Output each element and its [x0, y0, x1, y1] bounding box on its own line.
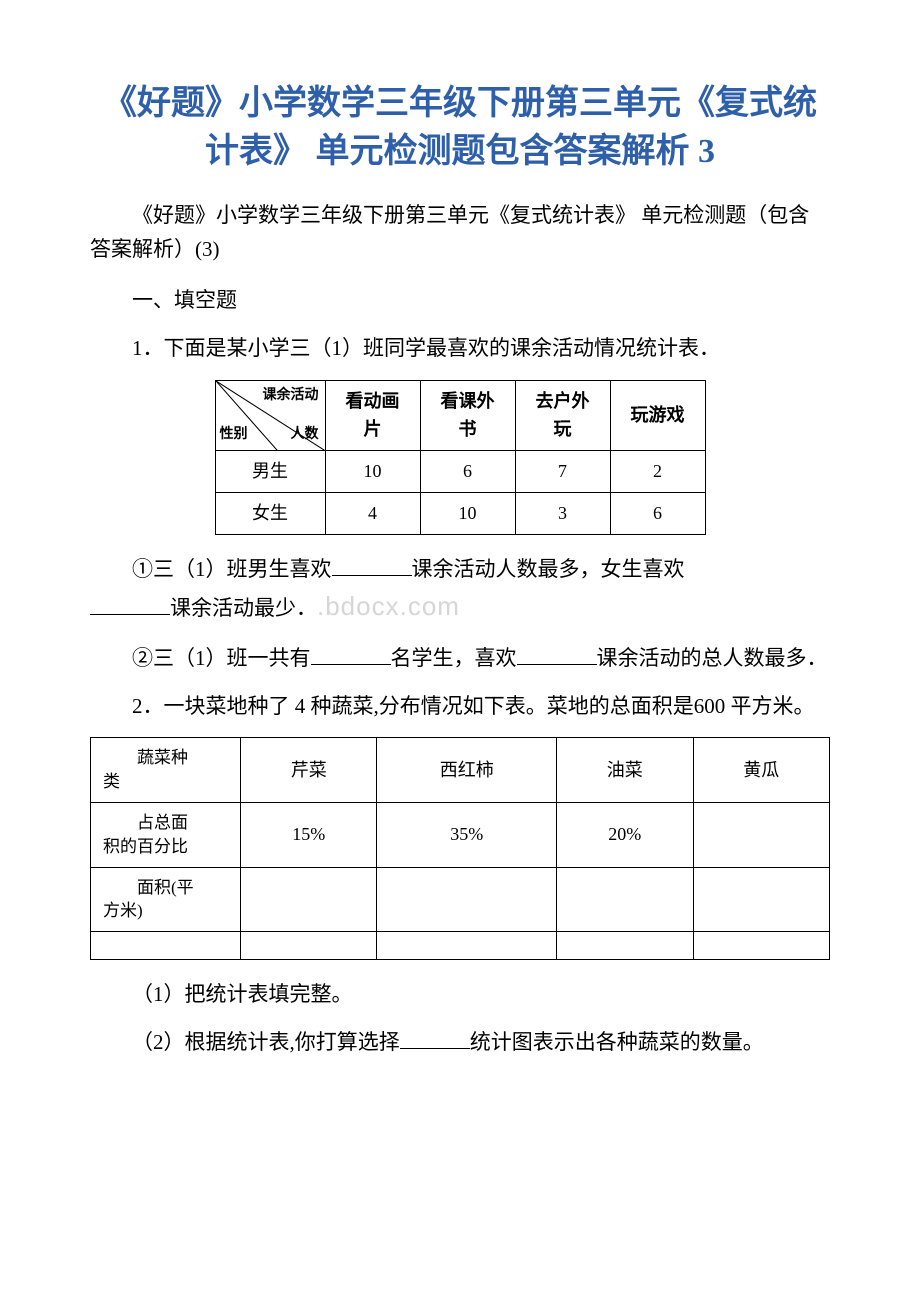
watermark-text: .bdocx.com: [317, 591, 460, 621]
fill-blank[interactable]: [332, 553, 412, 576]
cell-value: 3: [515, 492, 610, 534]
diag-label-top: 课余活动: [263, 385, 319, 407]
q2-sub2-text-after: 统计图表示出各种蔬菜的数量。: [470, 1030, 764, 1054]
row-header: 蔬菜种 类: [91, 738, 241, 803]
q1-sub1-text-before: ①三（1）班男生喜欢: [132, 557, 332, 581]
diag-label-bottom-left: 性别: [220, 424, 248, 446]
column-header: 西红柿: [377, 738, 557, 803]
empty-cell: [377, 932, 557, 960]
column-header: 油菜: [557, 738, 693, 803]
empty-cell: [693, 932, 830, 960]
cell-value: 20%: [557, 802, 693, 867]
table-row: 女生 4 10 3 6: [215, 492, 705, 534]
q1-sub1-text-after: 课余活动最少．: [170, 596, 317, 620]
column-header: 看课外书: [420, 380, 515, 451]
cell-value: 2: [610, 451, 705, 493]
q1-prompt: 1．下面是某小学三（1）班同学最喜欢的课余活动情况统计表．: [90, 332, 830, 366]
q1-sub1: ①三（1）班男生喜欢 课余活动人数最多，女生喜欢 课余活动最少．.bdocx.co…: [90, 553, 830, 628]
column-header: 玩游戏: [610, 380, 705, 451]
row-header-line2: 方米): [103, 901, 143, 920]
column-header: 去户外玩: [515, 380, 610, 451]
table-row: 课余活动 性别 人数 看动画片 看课外书 去户外玩 玩游戏: [215, 380, 705, 451]
cell-value: 10: [420, 492, 515, 534]
cell-value: 6: [610, 492, 705, 534]
q1-table-wrap: 课余活动 性别 人数 看动画片 看课外书 去户外玩 玩游戏 男生 10 6 7 …: [90, 380, 830, 535]
table-row: [91, 932, 830, 960]
row-label: 女生: [215, 492, 325, 534]
empty-cell: [557, 932, 693, 960]
row-header-line2: 积的百分比: [103, 837, 188, 856]
q1-table: 课余活动 性别 人数 看动画片 看课外书 去户外玩 玩游戏 男生 10 6 7 …: [215, 380, 706, 535]
cell-value: 35%: [377, 802, 557, 867]
row-header-line2: 类: [103, 772, 120, 791]
cell-value[interactable]: [377, 867, 557, 932]
table-row: 蔬菜种 类 芹菜 西红柿 油菜 黄瓜: [91, 738, 830, 803]
q2-sub2-text-before: （2）根据统计表,你打算选择: [132, 1030, 400, 1054]
q2-table: 蔬菜种 类 芹菜 西红柿 油菜 黄瓜 占总面 积的百分比 15% 35% 20%…: [90, 737, 830, 960]
empty-cell: [241, 932, 377, 960]
q2-prompt: 2．一块菜地种了 4 种蔬菜,分布情况如下表。菜地的总面积是600 平方米。: [90, 690, 830, 724]
cell-value[interactable]: [693, 802, 830, 867]
section-heading-1: 一、填空题: [90, 284, 830, 318]
row-header: 占总面 积的百分比: [91, 802, 241, 867]
row-header-line1: 蔬菜种: [103, 746, 230, 770]
diag-label-bottom-right: 人数: [291, 424, 319, 446]
cell-value: 15%: [241, 802, 377, 867]
column-header: 芹菜: [241, 738, 377, 803]
row-header-line1: 面积(平: [103, 876, 230, 900]
subtitle-text: 《好题》小学数学三年级下册第三单元《复式统计表》 单元检测题（包含答案解析）(3…: [90, 199, 830, 266]
row-label: 男生: [215, 451, 325, 493]
column-header: 看动画片: [325, 380, 420, 451]
q1-sub2-text-mid: 名学生，喜欢: [391, 646, 517, 670]
fill-blank[interactable]: [90, 592, 170, 615]
cell-value: 4: [325, 492, 420, 534]
q2-sub2: （2）根据统计表,你打算选择 统计图表示出各种蔬菜的数量。: [90, 1026, 830, 1060]
cell-value[interactable]: [557, 867, 693, 932]
q1-sub2-text-before: ②三（1）班一共有: [132, 646, 311, 670]
fill-blank[interactable]: [400, 1026, 470, 1049]
row-header: 面积(平 方米): [91, 867, 241, 932]
cell-value[interactable]: [693, 867, 830, 932]
table-row: 男生 10 6 7 2: [215, 451, 705, 493]
cell-value: 6: [420, 451, 515, 493]
diagonal-header-cell: 课余活动 性别 人数: [215, 380, 325, 451]
q1-sub2: ②三（1）班一共有 名学生，喜欢 课余活动的总人数最多．: [90, 642, 830, 676]
table-row: 面积(平 方米): [91, 867, 830, 932]
q1-sub2-text-after: 课余活动的总人数最多．: [597, 646, 828, 670]
q2-sub1: （1）把统计表填完整。: [90, 978, 830, 1012]
table-row: 占总面 积的百分比 15% 35% 20%: [91, 802, 830, 867]
page-title: 《好题》小学数学三年级下册第三单元《复式统计表》 单元检测题包含答案解析 3: [90, 80, 830, 175]
fill-blank[interactable]: [311, 642, 391, 665]
row-header-line1: 占总面: [103, 811, 230, 835]
empty-cell: [91, 932, 241, 960]
cell-value: 7: [515, 451, 610, 493]
column-header: 黄瓜: [693, 738, 830, 803]
cell-value: 10: [325, 451, 420, 493]
fill-blank[interactable]: [517, 642, 597, 665]
q1-sub1-text-mid: 课余活动人数最多，女生喜欢: [412, 557, 685, 581]
cell-value[interactable]: [241, 867, 377, 932]
